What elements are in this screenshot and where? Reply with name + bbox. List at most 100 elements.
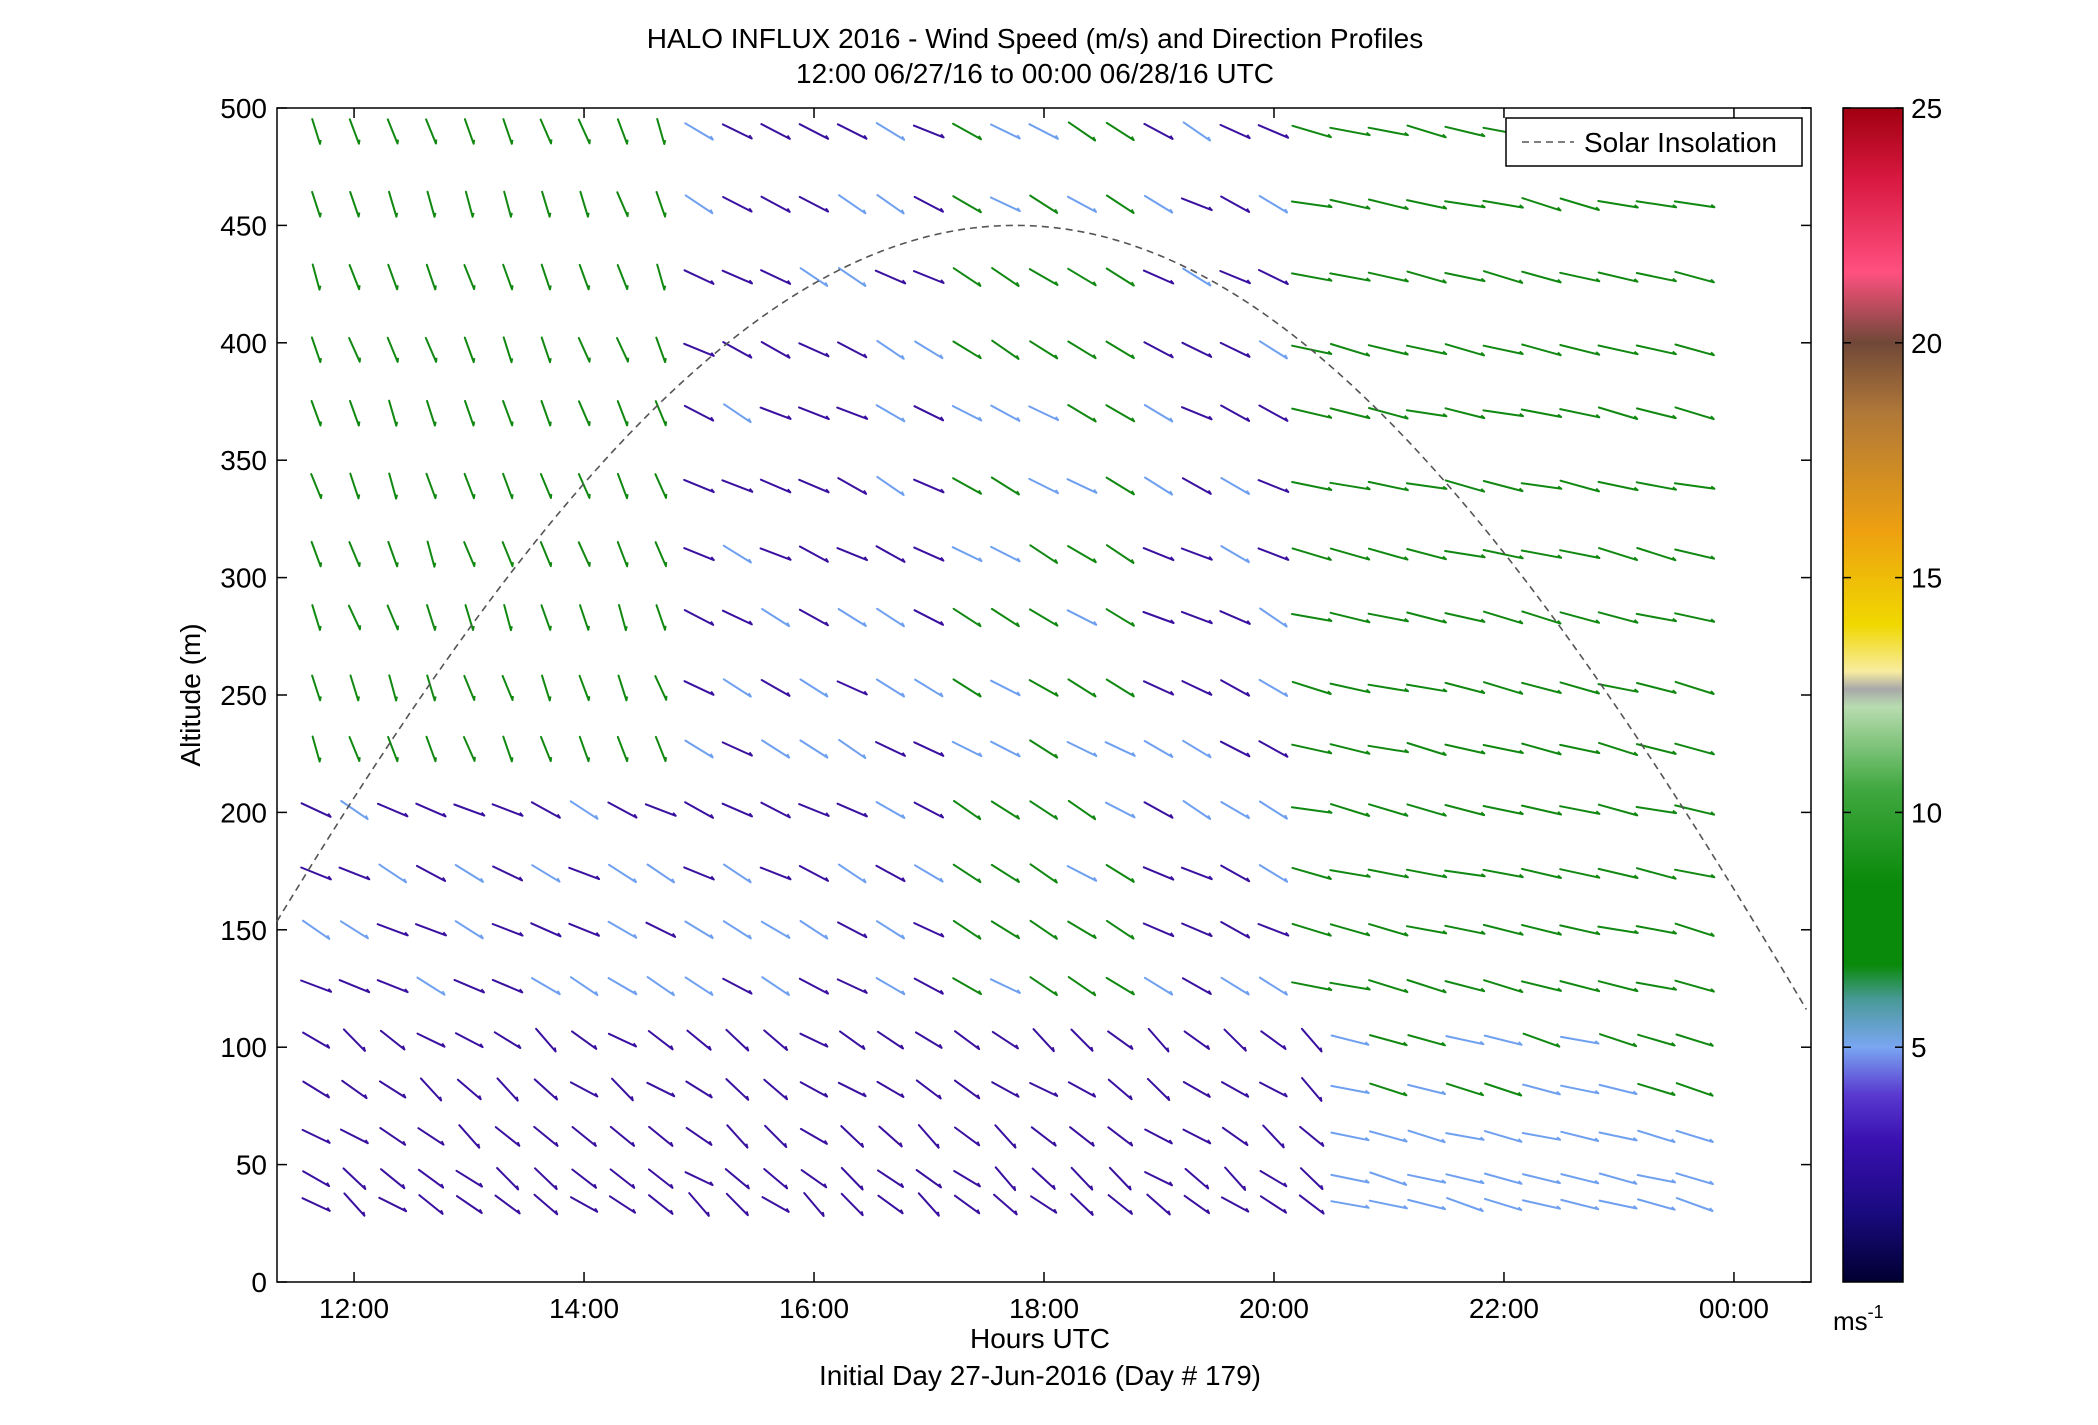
wind-barb-head (1016, 416, 1021, 422)
wind-barb (1521, 924, 1562, 936)
wind-barb-head (439, 1096, 443, 1101)
wind-barb (721, 609, 753, 626)
wind-barb-head (1710, 932, 1715, 937)
wind-barb-head (1321, 1209, 1325, 1215)
wind-barb-head (978, 990, 982, 995)
x-axis-label: Hours UTC (970, 1323, 1110, 1354)
wind-barb (912, 124, 945, 139)
wind-barb-head (1557, 485, 1562, 490)
wind-barb-head (548, 212, 552, 217)
wind-barb (721, 802, 753, 818)
wind-barb-head (707, 1211, 710, 1217)
wind-barb-head (860, 1211, 864, 1216)
wind-barb-head (548, 696, 552, 701)
wind-barb-head (1480, 689, 1485, 694)
wind-barb (913, 922, 945, 938)
wind-barb (1257, 479, 1290, 493)
wind-barb-head (396, 285, 399, 290)
wind-barb (1406, 270, 1447, 284)
wind-barb-head (1404, 874, 1409, 879)
wind-barb-head (976, 1141, 981, 1146)
wind-barb-head (938, 1094, 942, 1099)
wind-barb-head (593, 1044, 598, 1050)
wind-barb (654, 473, 667, 499)
wind-barb (913, 977, 944, 995)
wind-barb (348, 118, 360, 145)
wind-barb-head (326, 1207, 331, 1212)
wind-barb-head (1595, 351, 1600, 356)
wind-barb-head (901, 752, 906, 757)
wind-barb (1032, 1028, 1055, 1053)
wind-barb-head (587, 285, 591, 290)
wind-barb-head (939, 354, 944, 359)
wind-barb (1257, 547, 1290, 561)
wind-barb (1559, 408, 1601, 419)
wind-barb (1220, 545, 1250, 564)
wind-barb (616, 118, 628, 145)
wind-barb-head (587, 757, 591, 762)
wind-barb-head (1090, 1210, 1094, 1216)
wind-barb (1597, 271, 1639, 283)
wind-barb (1219, 740, 1251, 758)
wind-barb-head (1243, 1046, 1247, 1052)
wind-barb (415, 802, 447, 818)
wind-barb-head (1555, 1042, 1561, 1048)
wind-barb-head (1519, 749, 1524, 754)
wind-barb (348, 736, 361, 762)
wind-barb (1182, 121, 1211, 142)
wind-barb (1028, 608, 1059, 627)
wind-barb (1368, 923, 1409, 937)
wind-barb (798, 406, 830, 421)
wind-barb (1220, 1196, 1250, 1213)
wind-barb (1291, 680, 1332, 695)
wind-barb-head (1365, 556, 1370, 561)
wind-barb-head (1327, 203, 1333, 208)
wind-barb (836, 547, 868, 562)
wind-barb-head (939, 692, 944, 697)
wind-barb-head (511, 285, 514, 290)
wind-barb-head (395, 421, 399, 426)
wind-barb (1483, 610, 1524, 625)
wind-barb-head (1283, 1092, 1288, 1097)
wind-barb-head (631, 1183, 636, 1189)
wind-barb-head (1169, 753, 1174, 758)
x-axis-label-secondary: Initial Day 27-Jun-2016 (Day # 179) (819, 1360, 1261, 1391)
wind-barb (1407, 1173, 1447, 1184)
wind-barb-head (1672, 750, 1677, 755)
wind-barb-head (1442, 751, 1447, 756)
wind-barb (539, 473, 552, 499)
wind-barb-head (1633, 350, 1639, 355)
wind-barb (1029, 194, 1059, 214)
wind-barb-head (1052, 1141, 1057, 1147)
wind-barb-head (940, 133, 945, 139)
wind-barb (1367, 126, 1409, 137)
wind-barb-head (976, 1045, 981, 1050)
wind-barb (644, 803, 677, 817)
wind-barb-head (549, 756, 553, 762)
wind-barb (1291, 481, 1333, 491)
wind-barb (1105, 976, 1135, 996)
wind-barb-head (363, 1184, 367, 1190)
wind-barb-head (1519, 554, 1524, 560)
wind-barb (991, 1030, 1019, 1050)
wind-barb (1301, 1077, 1323, 1102)
wind-barb (1107, 1078, 1133, 1101)
wind-barb-head (1208, 932, 1213, 937)
wind-barb (1675, 1129, 1714, 1143)
wind-barb (1219, 341, 1251, 358)
wind-barb-head (664, 756, 667, 762)
wind-barb (1559, 868, 1601, 879)
wind-barb (388, 399, 398, 427)
wind-barb (571, 1168, 597, 1189)
wind-barb (1406, 548, 1447, 561)
wind-barb (1560, 1035, 1600, 1045)
wind-barb (683, 342, 715, 357)
y-tick-label: 350 (220, 445, 267, 476)
wind-barb-head (1016, 752, 1021, 757)
wind-barb (1105, 267, 1135, 287)
wind-barb (915, 1169, 942, 1189)
wind-barb (725, 1028, 750, 1052)
wind-barb (951, 740, 983, 758)
wind-barb-head (784, 1142, 788, 1148)
wind-barb-head (626, 285, 629, 290)
